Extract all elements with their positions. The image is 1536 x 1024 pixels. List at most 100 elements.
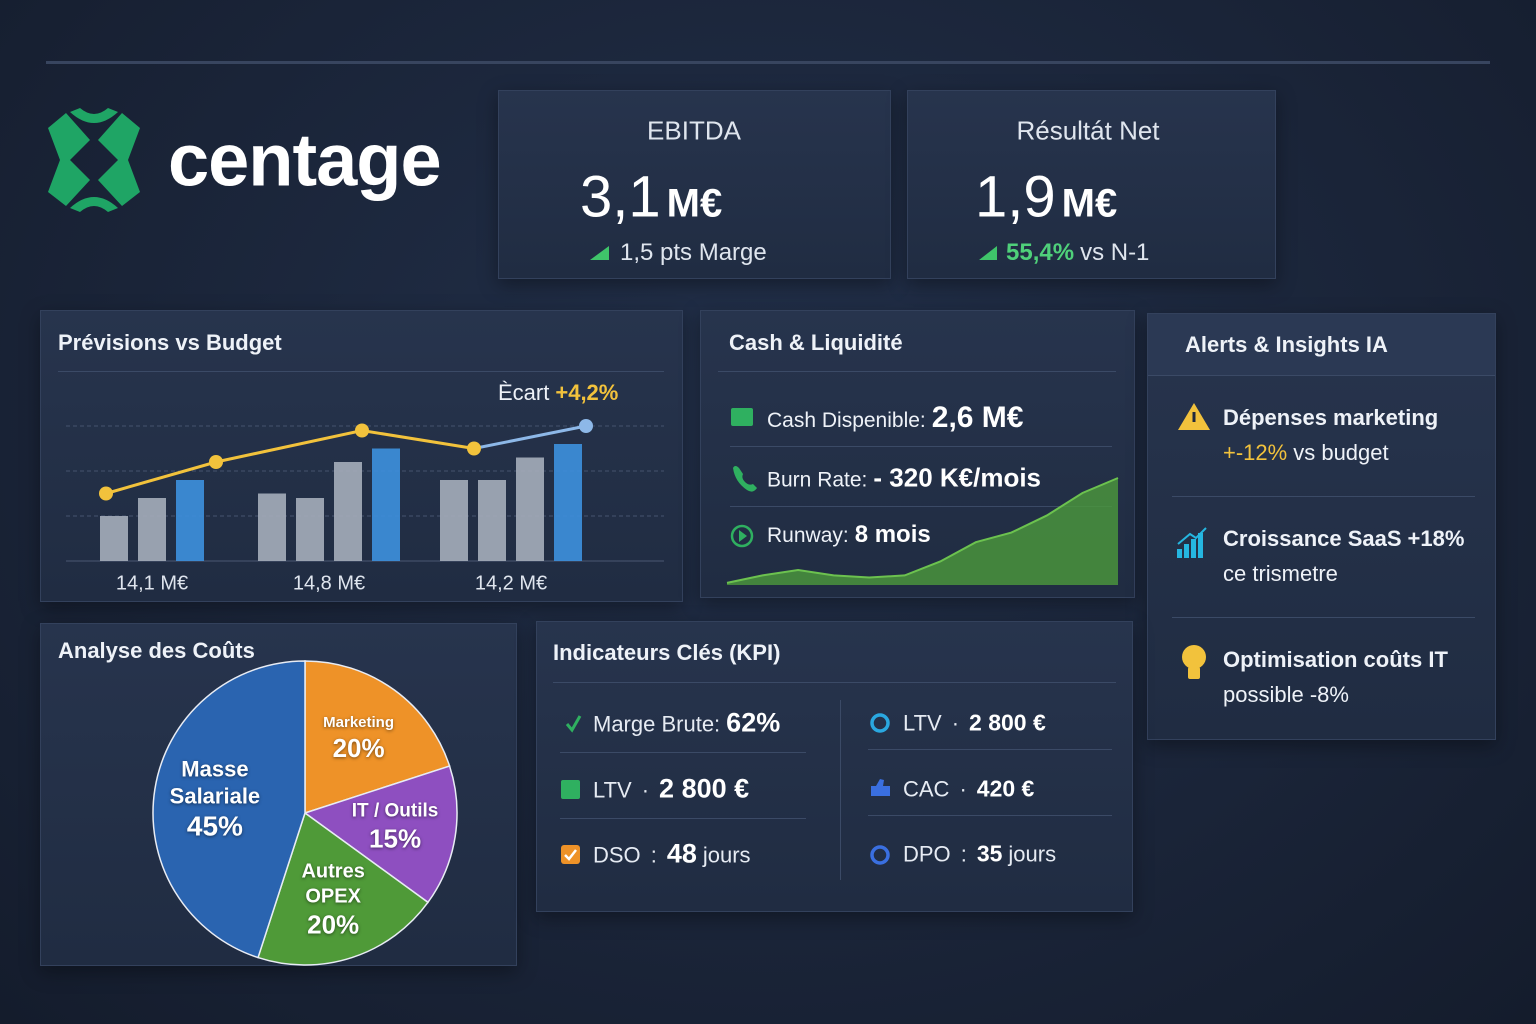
up-icon	[590, 246, 609, 260]
panel-title: Analyse des Coûts	[58, 638, 255, 664]
alert-line: Dépenses marketing	[1223, 405, 1438, 431]
thumb-icon	[871, 779, 890, 796]
divider	[560, 818, 806, 819]
panel-title: Cash & Liquidité	[729, 330, 903, 355]
panel-title: Alerts & Insights IA	[1185, 332, 1388, 357]
kpi-label: Marge Brute:	[593, 711, 721, 737]
cash-area	[727, 478, 1118, 585]
kpi-value: 62%	[726, 707, 781, 738]
divider	[560, 752, 806, 753]
bar	[100, 516, 128, 561]
card-title: EBITDA	[647, 115, 741, 146]
card-unit: M€	[1061, 181, 1118, 226]
card-delta: 1,5 pts Marge	[620, 239, 767, 267]
slice-value: 20%	[332, 733, 385, 764]
trend-line	[105, 428, 475, 495]
card-value: 1,9	[975, 164, 1056, 230]
ring-icon	[870, 713, 890, 733]
bar	[138, 498, 166, 561]
alert-text: Dépenses marketing	[1223, 405, 1439, 430]
group-label: 14,8 M€	[293, 573, 365, 596]
card-delta: 55,4% vs N-1	[1006, 239, 1149, 267]
kpi-panel	[536, 621, 1133, 912]
alert-line: Croissance SaaS +18%	[1223, 526, 1464, 552]
cash-row: Burn Rate: - 320 K€/mois	[767, 463, 1041, 494]
group-label: 14,2 M€	[474, 572, 548, 595]
alerts-header	[1148, 314, 1495, 376]
kpi-sep: ·	[951, 710, 960, 736]
ebitda-card	[498, 90, 891, 279]
warning-icon	[1192, 412, 1196, 422]
card-value: 3,1	[580, 164, 661, 230]
check-icon	[565, 715, 582, 733]
divider	[1172, 496, 1475, 497]
card-title: Résultát Net	[1016, 115, 1160, 146]
kpi-sep: :	[650, 842, 657, 868]
pie-slice	[152, 660, 306, 959]
card-title: EBITDA	[647, 116, 741, 147]
alert-line: +-12% vs budget	[1223, 440, 1389, 466]
slice-value: 20%	[307, 909, 360, 940]
kpi-row: Marge Brute: 62%	[593, 708, 780, 739]
slice-name: IT / Outils	[351, 800, 439, 822]
trend-point	[209, 455, 223, 469]
cash-value: - 320 K€/mois	[873, 462, 1042, 493]
alert-text: +-12%	[1223, 440, 1288, 465]
slice-name: Marketing	[323, 714, 395, 732]
panel-title: Prévisions vs Budget	[58, 330, 282, 356]
kpi-sep: :	[960, 841, 967, 867]
alert-text: Croissance SaaS	[1223, 526, 1402, 551]
cash-label: Runway:	[767, 524, 849, 547]
runway-icon	[730, 524, 754, 548]
cash-value: 2,6 M€	[931, 401, 1024, 434]
bar	[516, 457, 544, 561]
cash-icon	[731, 408, 753, 426]
trend-point	[467, 441, 481, 456]
divider	[718, 371, 1116, 372]
kpi-value: 2 800 €	[659, 773, 750, 804]
alert-line: possible -8%	[1223, 682, 1349, 708]
logo-text: centage	[168, 118, 442, 203]
checkbox-icon	[561, 845, 580, 864]
divider	[58, 371, 664, 372]
kpi-label: DSO	[593, 842, 641, 868]
kpi-value: 48	[666, 838, 697, 869]
panel-title: Analyse des Coûts	[58, 638, 255, 663]
net-result-card	[907, 90, 1276, 279]
kpi-label: CAC	[903, 776, 950, 802]
idea-icon	[1182, 645, 1206, 669]
trend-point	[99, 486, 113, 501]
cash-row: Cash Dispenible: 2,6 M€	[767, 401, 1023, 435]
alert-text: +18%	[1407, 526, 1465, 551]
pie-slice	[303, 765, 458, 904]
kpi-label: LTV	[593, 777, 632, 803]
kpi-sep: ·	[959, 776, 967, 802]
alert-text: ce trismetre	[1223, 561, 1338, 586]
cash-label: Burn Rate:	[767, 468, 868, 492]
pie-label: Autres OPEX 20%	[273, 859, 393, 940]
kpi-row: DPO:35 jours	[903, 841, 1056, 868]
idea-icon	[1188, 667, 1200, 679]
checkbox-icon	[564, 849, 577, 861]
bar	[334, 462, 362, 561]
square-icon	[561, 780, 580, 799]
divider	[730, 446, 1112, 447]
delta-text: vs N-1	[1080, 239, 1150, 266]
divider	[868, 749, 1112, 750]
kpi-unit: jours	[1008, 841, 1057, 867]
panel-title: Alerts & Insights IA	[1185, 332, 1388, 358]
cash-label: Cash Dispenible:	[767, 409, 926, 432]
kpi-label: LTV	[903, 710, 942, 736]
growth-icon	[1177, 527, 1207, 558]
trend-point	[579, 419, 593, 433]
bar	[554, 444, 582, 561]
slice-name: Autres OPEX	[301, 860, 365, 908]
delta-value: 55,4%	[1006, 239, 1075, 266]
group-label: 14,2 M€	[475, 573, 547, 596]
logo-icon	[48, 108, 140, 212]
kpi-unit: jours	[702, 842, 751, 868]
pie-label: Marketing 20%	[299, 714, 419, 764]
alert-text: possible -8%	[1223, 682, 1349, 707]
ring-icon	[870, 845, 890, 865]
